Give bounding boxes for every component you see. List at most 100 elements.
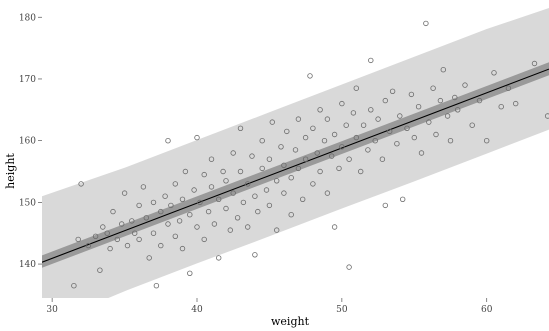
data-point <box>172 233 178 239</box>
data-point <box>358 168 364 175</box>
data-point <box>339 144 345 150</box>
data-point <box>400 196 406 202</box>
data-point <box>259 137 265 144</box>
data-point <box>284 128 290 135</box>
data-point <box>346 156 352 162</box>
data-point <box>97 267 103 273</box>
mean-regression-line <box>42 68 549 263</box>
data-point <box>513 100 519 107</box>
plot-content <box>42 8 549 298</box>
data-point <box>372 137 378 144</box>
data-point <box>295 165 302 172</box>
data-point <box>179 196 186 202</box>
data-point <box>288 211 294 218</box>
data-point <box>484 137 490 144</box>
data-point <box>452 94 458 101</box>
data-point <box>194 224 200 230</box>
data-point <box>278 144 284 150</box>
data-point <box>259 165 265 172</box>
y-tick-label: 140 <box>19 260 36 270</box>
data-point <box>255 208 261 215</box>
data-point <box>331 131 338 138</box>
plot-area <box>42 8 549 298</box>
data-point <box>168 202 174 209</box>
data-point <box>329 153 335 159</box>
data-point <box>114 236 120 243</box>
data-point <box>321 137 328 144</box>
data-point <box>172 181 178 187</box>
y-axis-title: height <box>4 153 17 189</box>
data-point <box>269 119 275 125</box>
data-point <box>389 88 396 94</box>
data-point <box>375 116 381 122</box>
data-point <box>110 208 116 215</box>
data-point <box>252 193 258 199</box>
data-point <box>353 134 359 141</box>
data-point <box>314 150 320 156</box>
data-point <box>197 199 203 206</box>
data-point <box>208 156 215 162</box>
data-point <box>187 211 193 218</box>
data-point <box>158 208 164 215</box>
data-point <box>324 190 331 196</box>
data-point <box>274 227 280 233</box>
data-point <box>124 242 131 249</box>
axes: 30 40 50 60 140 150 160 170 180 <box>19 13 493 315</box>
data-point <box>310 181 316 187</box>
data-point <box>544 113 549 119</box>
data-point <box>505 85 512 91</box>
data-point <box>476 97 483 104</box>
data-point <box>249 153 255 159</box>
data-point <box>444 113 451 119</box>
data-point <box>266 202 273 209</box>
data-point <box>404 125 410 131</box>
data-point <box>191 187 197 193</box>
data-point <box>223 178 229 184</box>
data-point <box>302 156 309 162</box>
data-point <box>237 168 244 175</box>
data-point <box>263 187 270 193</box>
data-point <box>150 199 157 206</box>
data-point <box>150 230 157 236</box>
data-point <box>215 255 222 261</box>
data-point <box>430 85 436 91</box>
data-point <box>368 57 374 64</box>
data-point <box>447 137 454 144</box>
data-point <box>368 107 374 113</box>
data-point <box>75 236 81 243</box>
data-point <box>179 245 186 252</box>
prediction-interval-band <box>42 8 549 298</box>
data-point <box>182 168 189 175</box>
data-point <box>176 218 183 224</box>
data-point <box>350 110 357 116</box>
data-point <box>136 202 142 209</box>
data-point <box>211 221 218 227</box>
data-point <box>165 137 171 144</box>
data-point <box>129 218 135 224</box>
y-tick-label: 150 <box>19 198 36 208</box>
y-tick-label: 160 <box>19 137 36 147</box>
data-point <box>353 85 359 91</box>
data-point <box>237 125 244 131</box>
data-point <box>194 134 200 141</box>
data-point <box>411 134 417 141</box>
data-point <box>136 236 142 243</box>
data-point <box>92 233 99 239</box>
data-point <box>146 255 152 261</box>
data-point <box>360 122 367 128</box>
data-point <box>302 134 309 141</box>
data-point <box>300 196 306 202</box>
data-point <box>418 150 425 156</box>
data-point <box>336 165 342 172</box>
data-point <box>317 168 323 175</box>
x-tick-label: 50 <box>336 305 348 315</box>
data-point <box>324 116 331 122</box>
data-point <box>230 190 236 196</box>
data-point <box>131 230 138 236</box>
data-point <box>78 181 84 187</box>
data-point <box>143 215 149 221</box>
data-point <box>201 236 207 243</box>
data-point <box>252 252 258 258</box>
data-point <box>85 242 92 249</box>
